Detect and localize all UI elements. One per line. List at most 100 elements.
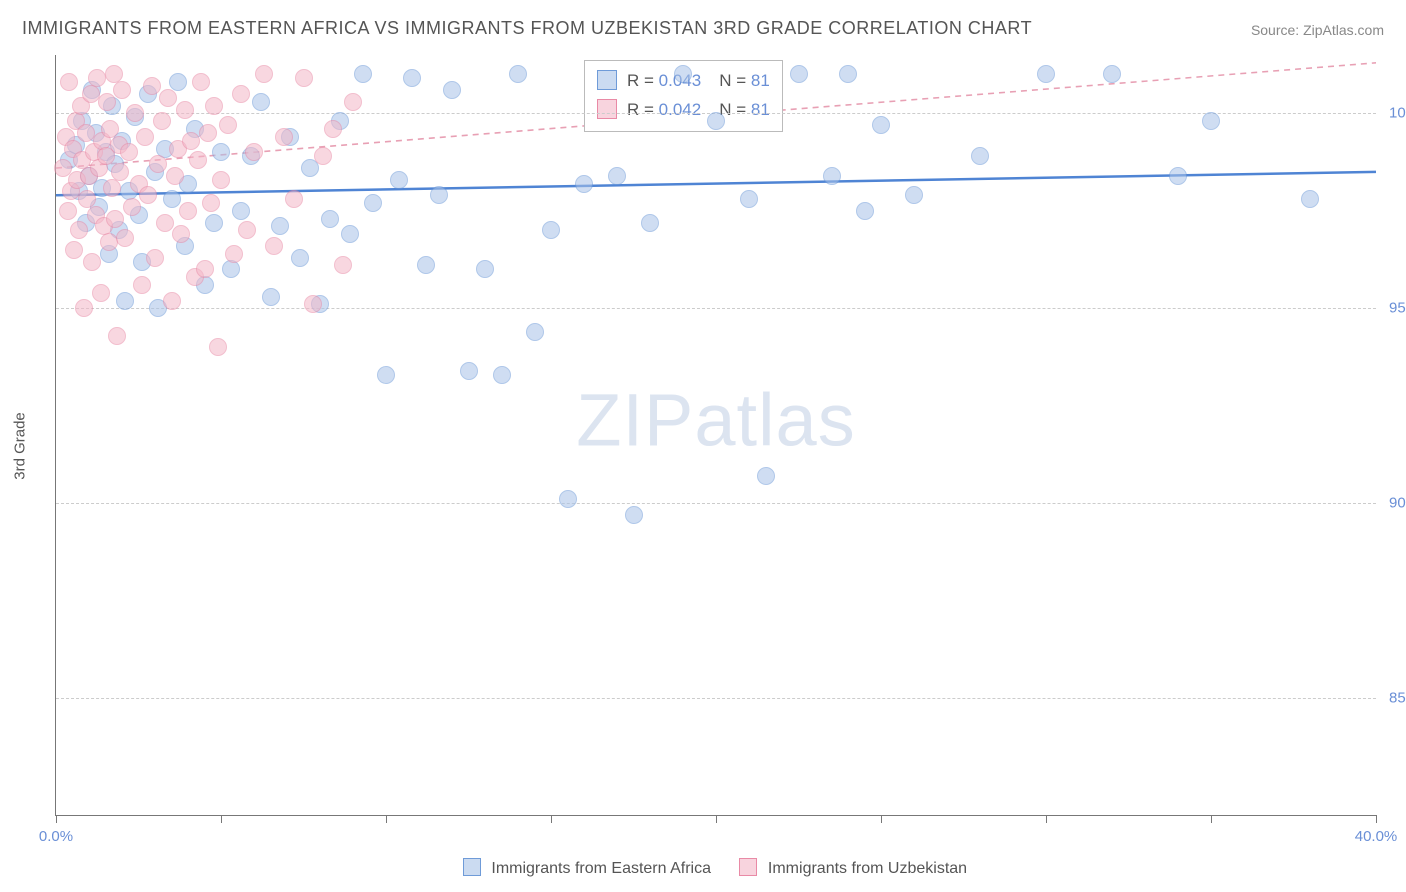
- xtick: [386, 815, 387, 823]
- gridline: [56, 308, 1376, 309]
- data-point: [98, 93, 116, 111]
- data-point: [314, 147, 332, 165]
- data-point: [334, 256, 352, 274]
- chart-plot-area: ZIPatlas R = 0.043N = 81R = 0.042N = 81 …: [55, 55, 1376, 816]
- data-point: [123, 198, 141, 216]
- data-point: [219, 116, 237, 134]
- ytick-label: 85.0%: [1381, 690, 1406, 707]
- data-point: [120, 143, 138, 161]
- data-point: [113, 81, 131, 99]
- data-point: [82, 85, 100, 103]
- data-point: [225, 245, 243, 263]
- data-point: [172, 225, 190, 243]
- data-point: [526, 323, 544, 341]
- data-point: [222, 260, 240, 278]
- data-point: [1202, 112, 1220, 130]
- data-point: [341, 225, 359, 243]
- data-point: [509, 65, 527, 83]
- data-point: [575, 175, 593, 193]
- data-point: [166, 167, 184, 185]
- data-point: [757, 467, 775, 485]
- ytick-label: 100.0%: [1381, 105, 1406, 122]
- data-point: [285, 190, 303, 208]
- data-point: [417, 256, 435, 274]
- data-point: [176, 101, 194, 119]
- data-point: [70, 221, 88, 239]
- data-point: [390, 171, 408, 189]
- xtick: [551, 815, 552, 823]
- data-point: [202, 194, 220, 212]
- data-point: [608, 167, 626, 185]
- source-label: Source: ZipAtlas.com: [1251, 22, 1384, 38]
- data-point: [839, 65, 857, 83]
- data-point: [92, 284, 110, 302]
- data-point: [136, 128, 154, 146]
- data-point: [430, 186, 448, 204]
- series2-swatch: [739, 858, 757, 876]
- data-point: [59, 202, 77, 220]
- data-point: [116, 229, 134, 247]
- data-point: [295, 69, 313, 87]
- data-point: [443, 81, 461, 99]
- legend-row: R = 0.042N = 81: [597, 96, 770, 125]
- watermark: ZIPatlas: [576, 377, 855, 462]
- data-point: [126, 104, 144, 122]
- data-point: [169, 73, 187, 91]
- data-point: [209, 338, 227, 356]
- data-point: [111, 163, 129, 181]
- data-point: [159, 89, 177, 107]
- data-point: [1037, 65, 1055, 83]
- data-point: [291, 249, 309, 267]
- data-point: [321, 210, 339, 228]
- data-point: [139, 186, 157, 204]
- data-point: [212, 171, 230, 189]
- data-point: [179, 202, 197, 220]
- chart-title: IMMIGRANTS FROM EASTERN AFRICA VS IMMIGR…: [22, 18, 1032, 39]
- data-point: [232, 202, 250, 220]
- series1-swatch: [463, 858, 481, 876]
- data-point: [196, 260, 214, 278]
- data-point: [100, 233, 118, 251]
- data-point: [271, 217, 289, 235]
- data-point: [707, 112, 725, 130]
- data-point: [153, 112, 171, 130]
- data-point: [971, 147, 989, 165]
- data-point: [75, 299, 93, 317]
- data-point: [238, 221, 256, 239]
- data-point: [149, 155, 167, 173]
- data-point: [103, 179, 121, 197]
- data-point: [255, 65, 273, 83]
- data-point: [1169, 167, 1187, 185]
- data-point: [856, 202, 874, 220]
- data-point: [364, 194, 382, 212]
- data-point: [377, 366, 395, 384]
- xtick-label: 0.0%: [39, 828, 73, 845]
- data-point: [60, 73, 78, 91]
- data-point: [542, 221, 560, 239]
- data-point: [625, 506, 643, 524]
- data-point: [674, 65, 692, 83]
- data-point: [108, 327, 126, 345]
- data-point: [403, 69, 421, 87]
- xtick-label: 40.0%: [1355, 828, 1398, 845]
- data-point: [232, 85, 250, 103]
- data-point: [1103, 65, 1121, 83]
- data-point: [189, 151, 207, 169]
- xtick: [716, 815, 717, 823]
- data-point: [133, 276, 151, 294]
- data-point: [143, 77, 161, 95]
- data-point: [324, 120, 342, 138]
- gridline: [56, 698, 1376, 699]
- data-point: [192, 73, 210, 91]
- data-point: [205, 214, 223, 232]
- ytick-label: 95.0%: [1381, 300, 1406, 317]
- data-point: [146, 249, 164, 267]
- data-point: [275, 128, 293, 146]
- data-point: [559, 490, 577, 508]
- data-point: [344, 93, 362, 111]
- xtick: [1046, 815, 1047, 823]
- data-point: [872, 116, 890, 134]
- data-point: [77, 124, 95, 142]
- series2-label: Immigrants from Uzbekistan: [768, 860, 967, 877]
- data-point: [199, 124, 217, 142]
